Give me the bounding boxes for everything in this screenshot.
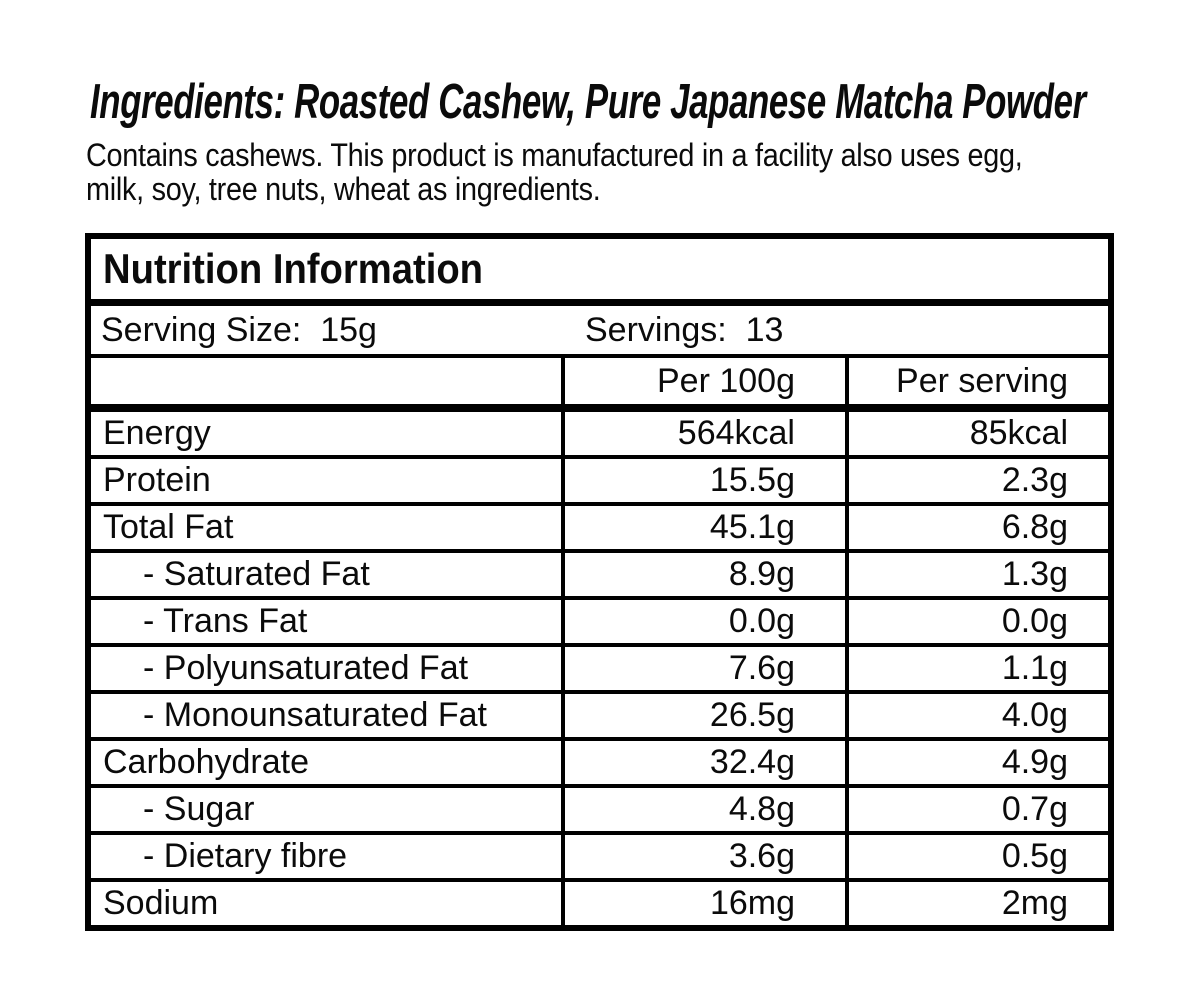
nutrient-label: - Saturated Fat (91, 553, 565, 596)
nutrition-table: Nutrition Information Serving Size: 15g … (85, 233, 1114, 931)
table-row-saturated-fat: - Saturated Fat 8.9g 1.3g (91, 553, 1108, 600)
per-serving-value: 0.7g (1001, 790, 1068, 828)
table-row-monounsaturated-fat: - Monounsaturated Fat 26.5g 4.0g (91, 694, 1108, 741)
nutrient-label: - Trans Fat (91, 600, 565, 643)
per-serving-value: 85kcal (969, 414, 1068, 452)
per-serving-value: 4.9g (1001, 743, 1068, 781)
per-serving-value: 0.0g (1001, 602, 1068, 640)
serving-info-row: Serving Size: 15g Servings: 13 (91, 306, 1108, 358)
per-serving-value: 2.3g (1001, 461, 1068, 499)
table-row-total-fat: Total Fat 45.1g 6.8g (91, 506, 1108, 553)
nutrient-label: - Monounsaturated Fat (91, 694, 565, 737)
per-serving-value: 6.8g (1001, 508, 1068, 546)
allergen-line-1: Contains cashews. This product is manufa… (86, 137, 1023, 173)
per-100g-value: 26.5g (565, 694, 849, 737)
per-serving-value: 1.3g (1001, 555, 1068, 593)
servings-count-label: Servings: 13 (585, 310, 784, 349)
nutrient-label: Sodium (91, 882, 565, 925)
nutrient-label: Total Fat (91, 506, 565, 549)
allergen-statement: Contains cashews. This product is manufa… (86, 138, 1023, 206)
per-serving-value: 1.1g (1001, 649, 1068, 687)
per-serving-value: 4.0g (1001, 696, 1068, 734)
empty-header-cell (91, 358, 565, 404)
column-header-row: Per 100g Per serving (91, 358, 1108, 412)
per-100g-value: 4.8g (565, 788, 849, 831)
per-100g-value: 7.6g (565, 647, 849, 690)
table-row-polyunsaturated-fat: - Polyunsaturated Fat 7.6g 1.1g (91, 647, 1108, 694)
per-100g-value: 3.6g (565, 835, 849, 878)
per-serving-value: 0.5g (1001, 837, 1068, 875)
per-100g-value: 0.0g (565, 600, 849, 643)
nutrition-table-title-row: Nutrition Information (91, 239, 1108, 306)
nutrient-label: Protein (91, 459, 565, 502)
per-serving-column-header: Per serving (896, 361, 1068, 400)
per-100g-value: 15.5g (565, 459, 849, 502)
nutrition-table-title: Nutrition Information (103, 245, 484, 292)
per-100g-value: 16mg (565, 882, 849, 925)
table-row-trans-fat: - Trans Fat 0.0g 0.0g (91, 600, 1108, 647)
per-100g-column-header: Per 100g (565, 358, 849, 404)
nutrient-label: - Dietary fibre (91, 835, 565, 878)
serving-size-label: Serving Size: 15g (101, 310, 377, 349)
per-100g-value: 32.4g (565, 741, 849, 784)
nutrient-label: Energy (91, 412, 565, 455)
table-row-protein: Protein 15.5g 2.3g (91, 459, 1108, 506)
table-row-dietary-fibre: - Dietary fibre 3.6g 0.5g (91, 835, 1108, 882)
table-row-carbohydrate: Carbohydrate 32.4g 4.9g (91, 741, 1108, 788)
per-100g-value: 8.9g (565, 553, 849, 596)
allergen-line-2: milk, soy, tree nuts, wheat as ingredien… (86, 171, 601, 207)
per-100g-value: 564kcal (565, 412, 849, 455)
per-serving-value: 2mg (1001, 884, 1068, 922)
ingredients-title: Ingredients: Roasted Cashew, Pure Japane… (90, 75, 1086, 129)
table-row-sugar: - Sugar 4.8g 0.7g (91, 788, 1108, 835)
table-row-sodium: Sodium 16mg 2mg (91, 882, 1108, 925)
nutrient-label: - Polyunsaturated Fat (91, 647, 565, 690)
per-100g-value: 45.1g (565, 506, 849, 549)
table-row-energy: Energy 564kcal 85kcal (91, 412, 1108, 459)
nutrient-label: Carbohydrate (91, 741, 565, 784)
nutrient-label: - Sugar (91, 788, 565, 831)
